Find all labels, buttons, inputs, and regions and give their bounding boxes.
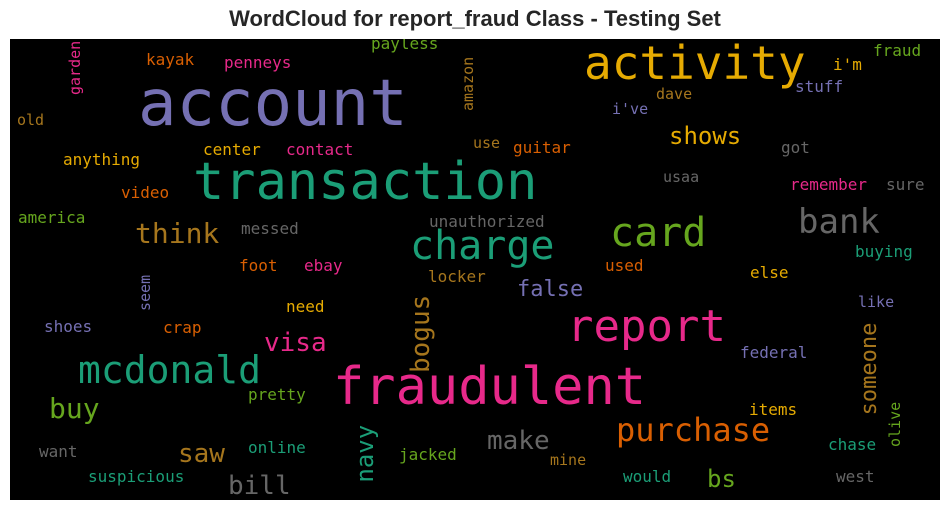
word-contact: contact: [286, 140, 354, 159]
word-crap: crap: [163, 318, 202, 337]
word-bogus: bogus: [406, 294, 436, 373]
word-visa: visa: [264, 328, 327, 358]
word-would: would: [623, 467, 672, 486]
chart-title: WordCloud for report_fraud Class - Testi…: [229, 6, 721, 31]
word-i-ve: i've: [612, 100, 649, 118]
word-shoes: shoes: [44, 317, 93, 336]
word-old: old: [17, 111, 45, 129]
word-remember: remember: [790, 175, 868, 194]
word-federal: federal: [740, 343, 808, 362]
word-i-m: i'm: [833, 55, 862, 74]
word-center: center: [203, 140, 261, 159]
word-kayak: kayak: [146, 50, 195, 69]
word-unauthorized: unauthorized: [429, 212, 545, 231]
word-got: got: [781, 138, 810, 157]
word-garden: garden: [66, 40, 84, 95]
word-used: used: [605, 256, 644, 275]
word-america: america: [18, 208, 86, 227]
word-like: like: [858, 293, 895, 311]
word-account: account: [138, 67, 408, 141]
word-use: use: [473, 134, 501, 152]
word-navy: navy: [351, 424, 379, 483]
word-mcdonald: mcdonald: [78, 348, 262, 392]
word-messed: messed: [241, 219, 299, 238]
word-cloud-canvas: account activity transaction fraudulent repo…: [10, 39, 940, 500]
word-purchase: purchase: [616, 411, 771, 449]
word-amazon: amazon: [459, 56, 477, 111]
word-buy: buy: [49, 392, 100, 425]
word-transaction: transaction: [193, 152, 538, 212]
word-bank: bank: [798, 202, 880, 242]
word-bill: bill: [228, 471, 291, 500]
word-someone: someone: [857, 322, 882, 416]
word-think: think: [135, 217, 220, 250]
word-card: card: [610, 210, 707, 256]
word-activity: activity: [584, 39, 806, 90]
word-jacked: jacked: [399, 445, 457, 464]
word-dave: dave: [656, 85, 693, 103]
word-fraud: fraud: [873, 41, 922, 60]
word-penneys: penneys: [224, 53, 292, 72]
word-chase: chase: [828, 435, 877, 454]
word-locker: locker: [428, 267, 486, 286]
word-report: report: [567, 301, 726, 352]
word-false: false: [517, 277, 584, 302]
word-items: items: [749, 400, 798, 419]
word-buying: buying: [855, 242, 913, 261]
word-foot: foot: [239, 256, 278, 275]
word-guitar: guitar: [513, 138, 571, 157]
word-video: video: [121, 183, 170, 202]
word-need: need: [286, 297, 325, 316]
word-anything: anything: [63, 150, 141, 169]
word-stuff: stuff: [795, 77, 844, 96]
word-bs: bs: [707, 465, 736, 493]
word-sure: sure: [886, 175, 925, 194]
word-usaa: usaa: [663, 168, 700, 186]
word-west: west: [836, 467, 875, 486]
word-payless: payless: [371, 39, 439, 53]
word-olive: olive: [886, 401, 904, 447]
word-make: make: [487, 426, 550, 456]
word-seem: seem: [136, 274, 154, 311]
word-else: else: [750, 263, 789, 282]
word-mine: mine: [550, 451, 587, 469]
word-shows: shows: [669, 122, 742, 150]
word-charge: charge: [410, 223, 555, 269]
word-ebay: ebay: [304, 256, 343, 275]
word-online: online: [248, 438, 306, 457]
word-saw: saw: [178, 439, 225, 469]
word-pretty: pretty: [248, 385, 306, 404]
word-suspicious: suspicious: [88, 467, 185, 486]
word-want: want: [39, 442, 78, 461]
word-fraudulent: fraudulent: [333, 357, 647, 417]
